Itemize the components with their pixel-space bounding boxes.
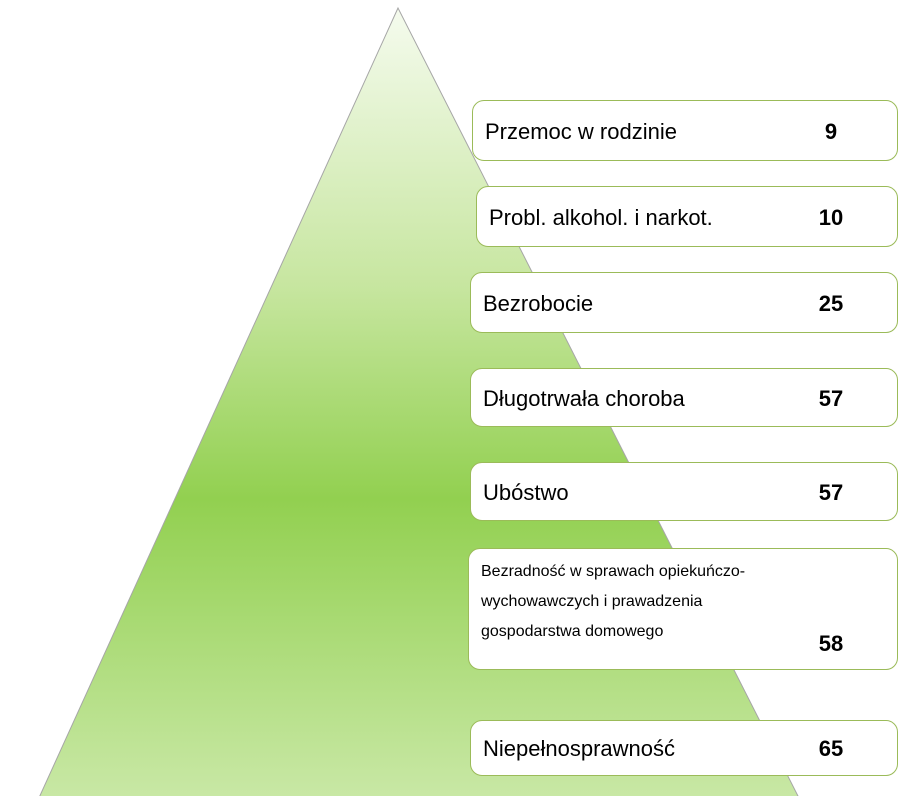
item-value: 9 [824,118,838,144]
item-label: Długotrwała choroba [483,385,685,411]
item-box: Przemoc w rodzinie 9 [472,100,898,161]
item-box: Bezrobocie 25 [470,272,898,333]
item-label: Niepełnosprawność [483,736,675,761]
item-box: Długotrwała choroba 57 [470,368,898,427]
item-box: Ubóstwo 57 [470,462,898,521]
item-label: Bezrobocie [483,290,594,316]
item-value: 25 [818,290,844,316]
item-value: 57 [818,479,844,505]
item-label: Ubóstwo [483,479,569,505]
item-label: Bezradność w sprawach opiekuńczo- [481,563,746,580]
item-value: 65 [818,736,844,761]
item-value: 57 [818,385,844,411]
item-value: 58 [818,631,844,656]
item-label: wychowawczych i prawadzenia [481,593,703,610]
item-box: Niepełnosprawność 65 [470,720,898,776]
item-box: Probl. alkohol. i narkot. 10 [476,186,898,247]
item-label: gospodarstwa domowego [481,623,664,640]
item-label: Przemoc w rodzinie [485,118,677,144]
item-box: Bezradność w sprawach opiekuńczo-wychowa… [468,548,898,670]
item-value: 10 [818,204,844,230]
item-label: Probl. alkohol. i narkot. [489,204,713,230]
